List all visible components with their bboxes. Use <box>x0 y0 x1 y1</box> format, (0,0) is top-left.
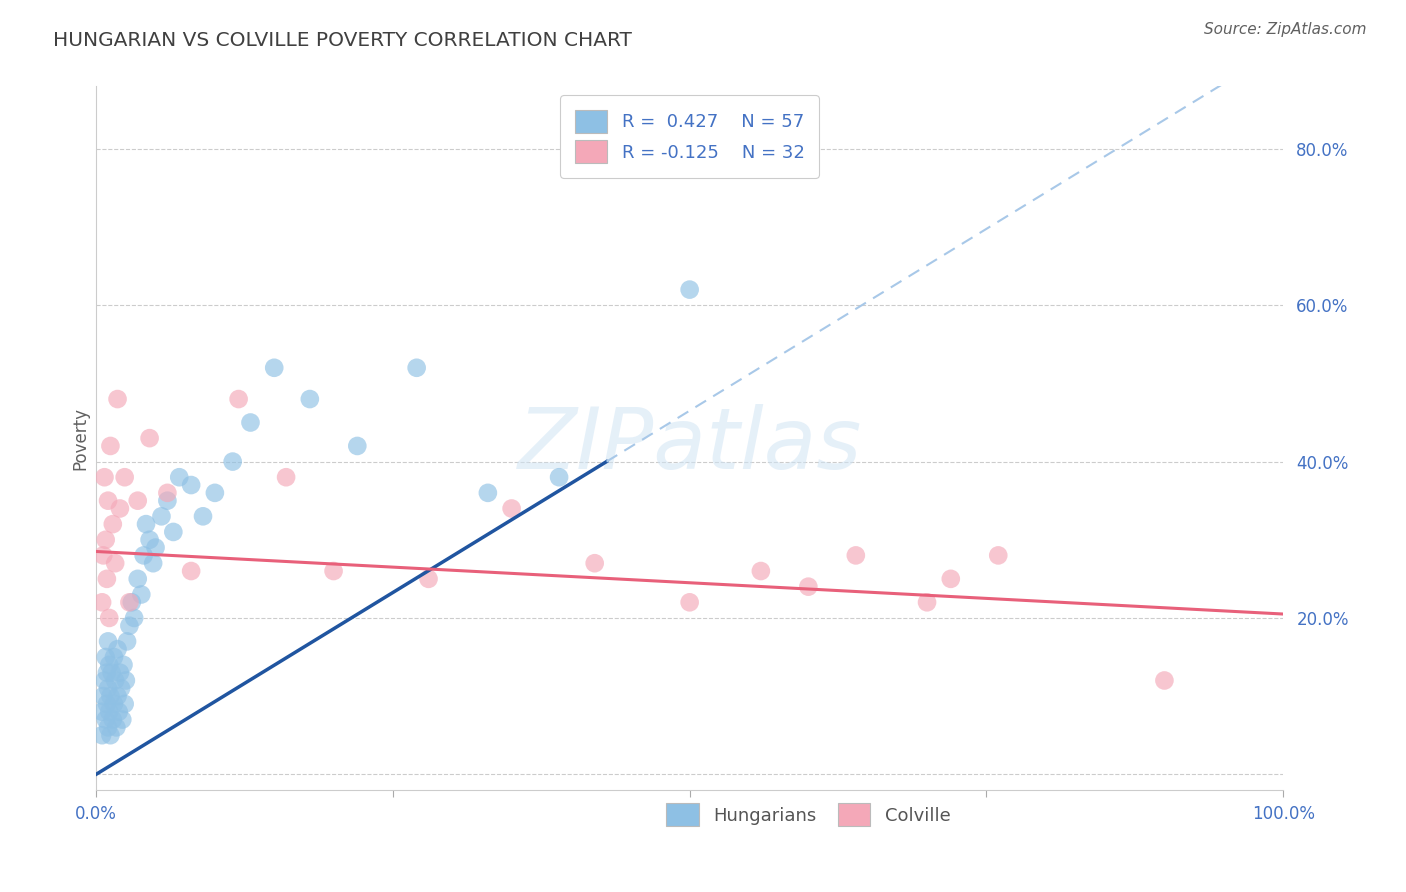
Point <box>93 470 115 484</box>
Point <box>239 416 262 430</box>
Point <box>749 564 772 578</box>
Point <box>114 697 136 711</box>
Point <box>118 619 141 633</box>
Point <box>98 705 121 719</box>
Point <box>679 283 702 297</box>
Point <box>156 486 179 500</box>
Point <box>274 470 297 484</box>
Point <box>100 689 122 703</box>
Point <box>548 470 571 484</box>
Point <box>221 454 243 468</box>
Point <box>583 556 606 570</box>
Point <box>138 431 160 445</box>
Point <box>101 517 124 532</box>
Point <box>108 501 131 516</box>
Point <box>115 673 138 688</box>
Point <box>127 572 149 586</box>
Point <box>104 673 127 688</box>
Point <box>346 439 368 453</box>
Text: Source: ZipAtlas.com: Source: ZipAtlas.com <box>1204 22 1367 37</box>
Point <box>204 486 226 500</box>
Point <box>97 634 120 648</box>
Point <box>91 728 114 742</box>
Point <box>107 642 129 657</box>
Point <box>122 611 145 625</box>
Point <box>228 392 250 406</box>
Point <box>135 517 157 532</box>
Point <box>915 595 938 609</box>
Point <box>418 572 440 586</box>
Point <box>105 720 128 734</box>
Point <box>103 650 125 665</box>
Point <box>97 493 120 508</box>
Point <box>94 713 117 727</box>
Point <box>91 549 114 563</box>
Point <box>91 595 114 609</box>
Point <box>107 392 129 406</box>
Point <box>156 493 179 508</box>
Point <box>93 673 115 688</box>
Text: HUNGARIAN VS COLVILLE POVERTY CORRELATION CHART: HUNGARIAN VS COLVILLE POVERTY CORRELATIO… <box>53 31 633 50</box>
Point <box>103 697 125 711</box>
Point <box>108 665 131 680</box>
Point <box>138 533 160 547</box>
Point <box>939 572 962 586</box>
Point <box>477 486 499 500</box>
Y-axis label: Poverty: Poverty <box>72 407 89 469</box>
Point <box>127 493 149 508</box>
Point <box>107 689 129 703</box>
Point <box>118 595 141 609</box>
Point <box>180 564 202 578</box>
Point <box>107 705 129 719</box>
Point <box>96 697 118 711</box>
Point <box>101 713 124 727</box>
Point <box>121 595 143 609</box>
Point <box>96 665 118 680</box>
Point <box>1153 673 1175 688</box>
Point <box>91 705 114 719</box>
Point <box>845 549 868 563</box>
Point <box>129 587 152 601</box>
Point <box>132 549 155 563</box>
Point <box>94 533 117 547</box>
Point <box>110 681 132 696</box>
Point <box>263 360 285 375</box>
Point <box>91 689 114 703</box>
Point <box>191 509 214 524</box>
Point <box>145 541 167 555</box>
Point <box>100 665 122 680</box>
Point <box>162 524 184 539</box>
Point <box>679 595 702 609</box>
Point <box>104 556 127 570</box>
Point <box>180 478 202 492</box>
Point <box>501 501 523 516</box>
Point <box>98 611 121 625</box>
Point <box>94 650 117 665</box>
Point <box>100 728 122 742</box>
Point <box>97 720 120 734</box>
Point <box>111 713 134 727</box>
Point <box>298 392 321 406</box>
Point <box>150 509 173 524</box>
Point <box>100 439 122 453</box>
Point <box>322 564 344 578</box>
Point <box>114 470 136 484</box>
Point <box>98 657 121 672</box>
Point <box>169 470 191 484</box>
Point <box>797 580 820 594</box>
Text: ZIPatlas: ZIPatlas <box>517 404 862 487</box>
Point <box>142 556 165 570</box>
Point <box>97 681 120 696</box>
Point <box>112 657 135 672</box>
Point <box>987 549 1010 563</box>
Point <box>405 360 427 375</box>
Point <box>115 634 138 648</box>
Legend: Hungarians, Colville: Hungarians, Colville <box>659 796 957 834</box>
Point <box>96 572 118 586</box>
